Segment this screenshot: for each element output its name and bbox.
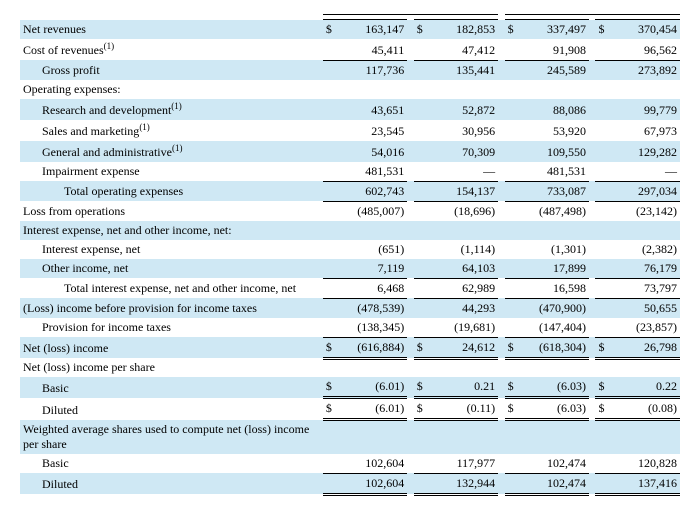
label-int_hdr: Interest expense, net and other income, … xyxy=(20,221,323,240)
row-rnd: Research and development(1) 43,651 52,87… xyxy=(20,99,680,120)
label-net_inc: Net (loss) income xyxy=(20,337,323,358)
row-net_revenues: Net revenues $163,147 $182,853 $337,497 … xyxy=(20,20,680,40)
label-was_basic: Basic xyxy=(20,454,323,474)
row-tot_opex: Total operating expenses 602,743 154,137… xyxy=(20,181,680,201)
label-other_inc: Other income, net xyxy=(20,259,323,279)
label-was_diluted: Diluted xyxy=(20,473,323,494)
row-gross_profit: Gross profit 117,736 135,441 245,589 273… xyxy=(20,60,680,80)
row-was_basic: Basic 102,604 117,977 102,474 120,828 xyxy=(20,454,680,474)
label-diluted: Diluted xyxy=(20,398,323,420)
row-sm: Sales and marketing(1) 23,545 30,956 53,… xyxy=(20,120,680,141)
label-tot_opex: Total operating expenses xyxy=(20,181,323,201)
label-was_hdr: Weighted average shares used to compute … xyxy=(20,420,323,454)
row-ga: General and administrative(1) 54,016 70,… xyxy=(20,141,680,162)
row-net_inc: Net (loss) income $(616,884) $24,612 $(6… xyxy=(20,337,680,358)
label-prov_tax: Provision for income taxes xyxy=(20,318,323,338)
row-other_inc: Other income, net 7,119 64,103 17,899 76… xyxy=(20,259,680,279)
label-tot_int: Total interest expense, net and other in… xyxy=(20,278,323,298)
row-was_hdr: Weighted average shares used to compute … xyxy=(20,420,680,454)
label-loss_ops: Loss from operations xyxy=(20,201,323,221)
row-int_hdr: Interest expense, net and other income, … xyxy=(20,221,680,240)
label-impair: Impairment expense xyxy=(20,162,323,182)
label-int_exp: Interest expense, net xyxy=(20,240,323,259)
row-basic: Basic $(6.01) $0.21 $(6.03) $0.22 xyxy=(20,377,680,398)
label-sm: Sales and marketing(1) xyxy=(20,120,323,141)
row-opex_hdr: Operating expenses: xyxy=(20,80,680,99)
row-inc_bef_tax: (Loss) income before provision for incom… xyxy=(20,298,680,318)
row-loss_ops: Loss from operations (485,007) (18,696) … xyxy=(20,201,680,221)
label-cost_rev: Cost of revenues(1) xyxy=(20,39,323,60)
row-impair: Impairment expense 481,531 — 481,531 — xyxy=(20,162,680,182)
label-gross_profit: Gross profit xyxy=(20,60,323,80)
label-basic: Basic xyxy=(20,377,323,398)
label-net_revenues: Net revenues xyxy=(20,20,323,40)
label-inc_bef_tax: (Loss) income before provision for incom… xyxy=(20,298,323,318)
row-was_diluted: Diluted 102,604 132,944 102,474 137,416 xyxy=(20,473,680,494)
label-ga: General and administrative(1) xyxy=(20,141,323,162)
label-nips_hdr: Net (loss) income per share xyxy=(20,358,323,377)
row-tot_int: Total interest expense, net and other in… xyxy=(20,278,680,298)
row-cost_rev: Cost of revenues(1) 45,411 47,412 91,908… xyxy=(20,39,680,60)
label-opex_hdr: Operating expenses: xyxy=(20,80,323,99)
income-statement-table: Net revenues $163,147 $182,853 $337,497 … xyxy=(20,10,680,496)
row-prov_tax: Provision for income taxes (138,345) (19… xyxy=(20,318,680,338)
row-int_exp: Interest expense, net (651) (1,114) (1,3… xyxy=(20,240,680,259)
label-rnd: Research and development(1) xyxy=(20,99,323,120)
row-nips_hdr: Net (loss) income per share xyxy=(20,358,680,377)
row-diluted: Diluted $(6.01) $(0.11) $(6.03) $(0.08) xyxy=(20,398,680,420)
